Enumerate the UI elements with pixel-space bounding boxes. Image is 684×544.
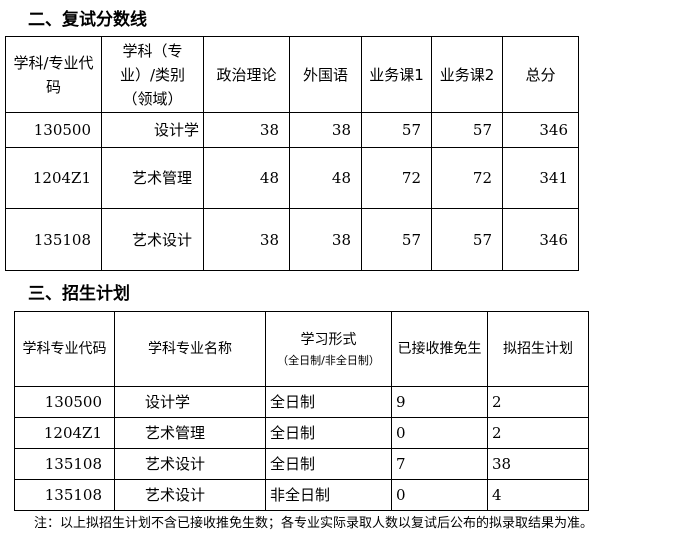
section-title-retest-scores: 二、复试分数线 [28,10,147,30]
table-row: 1204Z1 艺术管理 48 48 72 72 341 [5,147,579,209]
major-cell: 设计学 [101,112,204,148]
header-cell: 拟招生计划 [487,311,589,387]
score-cell: 57 [431,208,503,271]
code-cell: 135108 [5,208,102,271]
score-cell: 38 [289,112,362,148]
enrollment-plan-table: 学科专业代码 学科专业名称 学习形式 （全日制/非全日制） 已接收推免生 拟招生计… [14,311,589,511]
header-cell: 学科专业代码 [14,311,115,387]
total-cell: 341 [502,147,579,209]
table-row: 130500 设计学 38 38 57 57 346 [5,112,579,148]
header-cell: 学科（专业）/类别（领域） [101,36,204,113]
score-cell: 57 [431,112,503,148]
major-cell: 艺术设计 [101,208,204,271]
score-cell: 38 [203,208,290,271]
table-row: 130500 设计学 全日制 9 2 [14,386,589,418]
code-cell: 130500 [14,386,115,418]
header-cell: 学科/专业代码 [5,36,102,113]
header-cell: 学科专业名称 [114,311,266,387]
code-cell: 1204Z1 [5,147,102,209]
header-cell: 业务课2 [431,36,503,113]
score-cell: 48 [203,147,290,209]
header-cell: 政治理论 [203,36,290,113]
table-header-row: 学科/专业代码 学科（专业）/类别（领域） 政治理论 外国语 业务课1 业务课2… [5,36,579,113]
mode-cell: 全日制 [265,417,392,449]
plan-cell: 2 [487,386,589,418]
header-cell: 学习形式 （全日制/非全日制） [265,311,392,387]
code-cell: 1204Z1 [14,417,115,449]
recommended-cell: 7 [391,448,488,480]
score-cell: 48 [289,147,362,209]
header-cell: 业务课1 [361,36,432,113]
study-mode-sublabel: （全日制/非全日制） [277,354,380,367]
code-cell: 135108 [14,448,115,480]
table-header-row: 学科专业代码 学科专业名称 学习形式 （全日制/非全日制） 已接收推免生 拟招生计… [14,311,589,387]
header-cell: 总分 [502,36,579,113]
score-cell: 38 [289,208,362,271]
major-cell: 艺术设计 [114,448,266,480]
score-cell: 72 [361,147,432,209]
section-title-enrollment-plan: 三、招生计划 [28,284,130,304]
study-mode-label: 学习形式 [300,332,357,348]
major-cell: 艺术管理 [101,147,204,209]
total-cell: 346 [502,208,579,271]
header-cell: 已接收推免生 [391,311,488,387]
recommended-cell: 0 [391,479,488,511]
recommended-cell: 0 [391,417,488,449]
code-cell: 135108 [14,479,115,511]
table-row: 1204Z1 艺术管理 全日制 0 2 [14,417,589,449]
plan-cell: 2 [487,417,589,449]
major-cell: 设计学 [114,386,266,418]
mode-cell: 全日制 [265,448,392,480]
plan-cell: 4 [487,479,589,511]
table-row: 135108 艺术设计 38 38 57 57 346 [5,208,579,271]
major-cell: 艺术设计 [114,479,266,511]
recommended-cell: 9 [391,386,488,418]
mode-cell: 非全日制 [265,479,392,511]
plan-cell: 38 [487,448,589,480]
table-row: 135108 艺术设计 全日制 7 38 [14,448,589,480]
major-cell: 艺术管理 [114,417,266,449]
total-cell: 346 [502,112,579,148]
code-cell: 130500 [5,112,102,148]
header-cell: 外国语 [289,36,362,113]
score-cell: 57 [361,208,432,271]
table-row: 135108 艺术设计 非全日制 0 4 [14,479,589,511]
retest-score-table: 学科/专业代码 学科（专业）/类别（领域） 政治理论 外国语 业务课1 业务课2… [5,36,579,271]
score-cell: 72 [431,147,503,209]
score-cell: 38 [203,112,290,148]
footnote: 注：以上拟招生计划不含已接收推免生数；各专业实际录取人数以复试后公布的拟录取结果… [34,516,594,531]
mode-cell: 全日制 [265,386,392,418]
score-cell: 57 [361,112,432,148]
